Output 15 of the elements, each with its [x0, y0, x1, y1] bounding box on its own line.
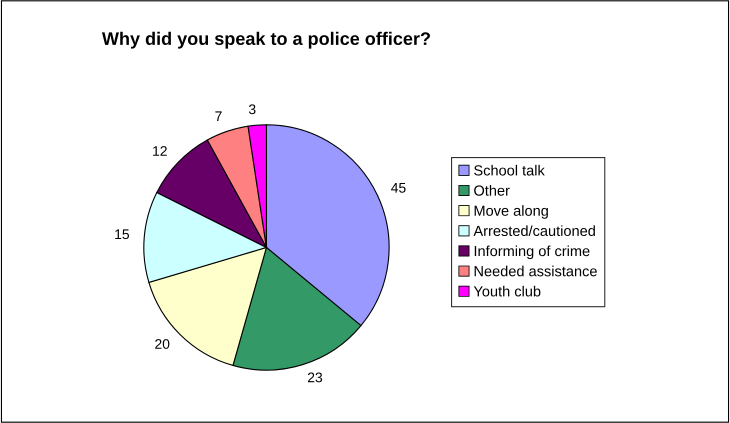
legend-label: Needed assistance	[474, 266, 597, 276]
data-label: 3	[248, 104, 256, 114]
legend-label: Arrested/cautioned	[473, 225, 595, 236]
data-label: 7	[215, 111, 222, 121]
data-label: 15	[115, 229, 130, 240]
legend-label: School talk	[474, 164, 545, 176]
chart-title: Why did you speak to a police officer?	[102, 32, 430, 49]
legend-label: Other	[474, 185, 510, 196]
legend-label: Youth club	[474, 286, 540, 297]
legend-label: Informing of crime	[474, 245, 590, 260]
data-label: 20	[155, 339, 170, 349]
data-label: 12	[153, 146, 167, 156]
data-label: 45	[391, 183, 406, 193]
data-label: 23	[308, 372, 322, 382]
legend-label: Move along	[474, 205, 548, 219]
